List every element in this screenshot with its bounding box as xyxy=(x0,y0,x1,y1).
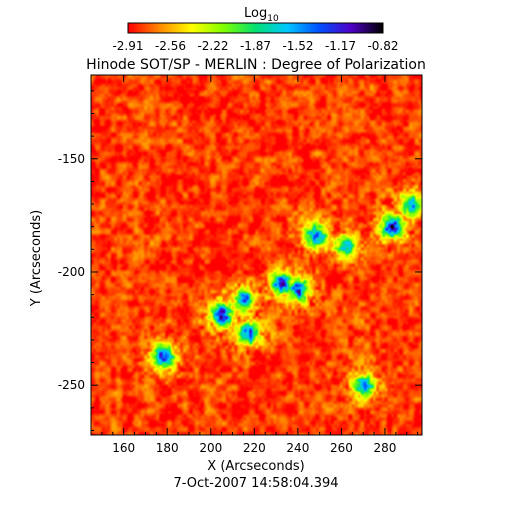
y-tick-label: -250 xyxy=(58,378,85,392)
y-tick-label: -150 xyxy=(58,152,85,166)
y-axis: -150 -200 -250 xyxy=(58,90,422,431)
x-tick-label: 240 xyxy=(286,441,309,455)
x-tick-label: 160 xyxy=(112,441,135,455)
plot-title: Hinode SOT/SP - MERLIN : Degree of Polar… xyxy=(86,57,426,73)
x-tick-label: 180 xyxy=(156,441,179,455)
colorbar-tick-label: -2.56 xyxy=(155,39,186,53)
colorbar: Log10 -2.91 -2.56 -2.22 -1.87 -1.52 -1.17 -0.8… xyxy=(112,6,398,53)
x-axis-label: X (Arcseconds) xyxy=(207,459,304,474)
x-tick-label: 220 xyxy=(243,441,266,455)
plot-frame xyxy=(90,74,423,436)
x-tick-label: 200 xyxy=(199,441,222,455)
plot-area: 160 180 200 220 240 260 280 -150 -200 -250 xyxy=(58,74,423,455)
x-tick-label: 280 xyxy=(374,441,397,455)
y-axis-label: Y (Arcseconds) xyxy=(29,210,44,307)
colorbar-tick-label: -2.91 xyxy=(112,39,143,53)
colorbar-tick-label: -2.22 xyxy=(197,39,228,53)
colorbar-frame xyxy=(127,22,384,34)
colorbar-tick-labels: -2.91 -2.56 -2.22 -1.87 -1.52 -1.17 -0.82 xyxy=(112,39,398,53)
timestamp: 7-Oct-2007 14:58:04.394 xyxy=(173,476,338,491)
colorbar-label: Log10 xyxy=(244,6,279,24)
colorbar-gradient xyxy=(128,23,384,33)
colorbar-tick-label: -1.52 xyxy=(282,39,313,53)
x-tick-label: 260 xyxy=(330,441,353,455)
degree-of-polarization-map xyxy=(91,75,422,435)
colorbar-tick-label: -1.87 xyxy=(240,39,271,53)
colorbar-tick-label: -0.82 xyxy=(367,39,398,53)
colorbar-tick-label: -1.17 xyxy=(325,39,356,53)
x-axis: 160 180 200 220 240 260 280 xyxy=(101,75,419,455)
y-tick-label: -200 xyxy=(58,265,85,279)
